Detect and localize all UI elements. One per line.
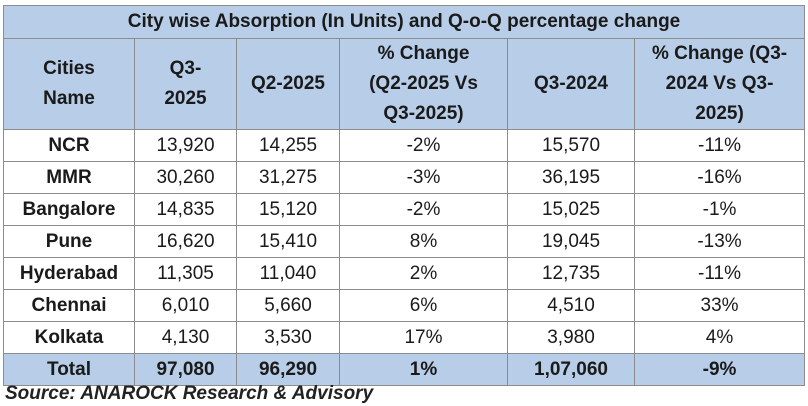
table-cell: 36,195: [507, 161, 635, 194]
table-cell: -11%: [633, 257, 806, 290]
table-cell: 14,835: [134, 193, 237, 226]
table-cell: 13,920: [134, 129, 237, 162]
table-cell: 6,010: [134, 289, 237, 322]
table-cell: 33%: [633, 289, 806, 322]
table-cell: -2%: [339, 129, 508, 162]
table-cell: -2%: [339, 193, 508, 226]
table-row: Pune 16,620 15,410 8% 19,045 -13%: [3, 225, 806, 258]
city-cell: Kolkata: [3, 321, 135, 354]
table-cell: -3%: [339, 161, 508, 194]
table-cell: 3,530: [236, 321, 340, 354]
table-row: Bangalore 14,835 15,120 -2% 15,025 -1%: [3, 193, 806, 226]
city-cell: Pune: [3, 225, 135, 258]
city-cell: MMR: [3, 161, 135, 194]
total-cell: 97,080: [134, 353, 237, 386]
column-header: Q3- 2025: [134, 38, 237, 130]
table-cell: 15,570: [507, 129, 635, 162]
total-cell: -9%: [633, 353, 806, 386]
table-cell: 11,305: [134, 257, 237, 290]
title-row: City wise Absorption (In Units) and Q-o-…: [2, 5, 806, 39]
table-cell: 11,040: [236, 257, 340, 290]
table-cell: 4,510: [507, 289, 635, 322]
table-cell: 19,045: [507, 225, 635, 258]
total-cell: 1,07,060: [507, 353, 635, 386]
table-cell: 8%: [339, 225, 508, 258]
table-row: NCR 13,920 14,255 -2% 15,570 -11%: [3, 129, 806, 162]
total-row: Total 97,080 96,290 1% 1,07,060 -9%: [3, 353, 806, 386]
total-cell: 1%: [339, 353, 508, 386]
total-label: Total: [3, 353, 135, 386]
city-cell: Hyderabad: [3, 257, 135, 290]
column-header: Q3-2024: [507, 38, 635, 130]
table-cell: 14,255: [236, 129, 340, 162]
table-row: Chennai 6,010 5,660 6% 4,510 33%: [3, 289, 806, 322]
column-header: Cities Name: [3, 38, 135, 130]
table-cell: 15,120: [236, 193, 340, 226]
table-cell: 16,620: [134, 225, 237, 258]
column-header: Q2-2025: [236, 38, 340, 130]
column-header: % Change (Q3- 2024 Vs Q3- 2025): [633, 38, 806, 130]
city-cell: Chennai: [3, 289, 135, 322]
table-cell: 5,660: [236, 289, 340, 322]
table-cell: -16%: [633, 161, 806, 194]
absorption-table: City wise Absorption (In Units) and Q-o-…: [2, 5, 806, 386]
table-cell: 4,130: [134, 321, 237, 354]
table-cell: 31,275: [236, 161, 340, 194]
table-row: Kolkata 4,130 3,530 17% 3,980 4%: [3, 321, 806, 354]
column-header: % Change (Q2-2025 Vs Q3-2025): [339, 38, 508, 130]
table-cell: 30,260: [134, 161, 237, 194]
table-cell: 15,025: [507, 193, 635, 226]
table-cell: -1%: [633, 193, 806, 226]
table-cell: 2%: [339, 257, 508, 290]
city-cell: Bangalore: [3, 193, 135, 226]
table-title: City wise Absorption (In Units) and Q-o-…: [2, 5, 806, 39]
table-row: Hyderabad 11,305 11,040 2% 12,735 -11%: [3, 257, 806, 290]
table-cell: 4%: [633, 321, 806, 354]
city-cell: NCR: [3, 129, 135, 162]
table-cell: -11%: [633, 129, 806, 162]
table-cell: 6%: [339, 289, 508, 322]
source-note: Source: ANAROCK Research & Advisory: [5, 383, 374, 404]
table-row: MMR 30,260 31,275 -3% 36,195 -16%: [3, 161, 806, 194]
table-cell: 17%: [339, 321, 508, 354]
table-cell: 3,980: [507, 321, 635, 354]
table-cell: 12,735: [507, 257, 635, 290]
table-cell: -13%: [633, 225, 806, 258]
total-cell: 96,290: [236, 353, 340, 386]
table-cell: 15,410: [236, 225, 340, 258]
header-row: Cities Name Q3- 2025 Q2-2025 % Change (Q2-2…: [3, 38, 806, 130]
